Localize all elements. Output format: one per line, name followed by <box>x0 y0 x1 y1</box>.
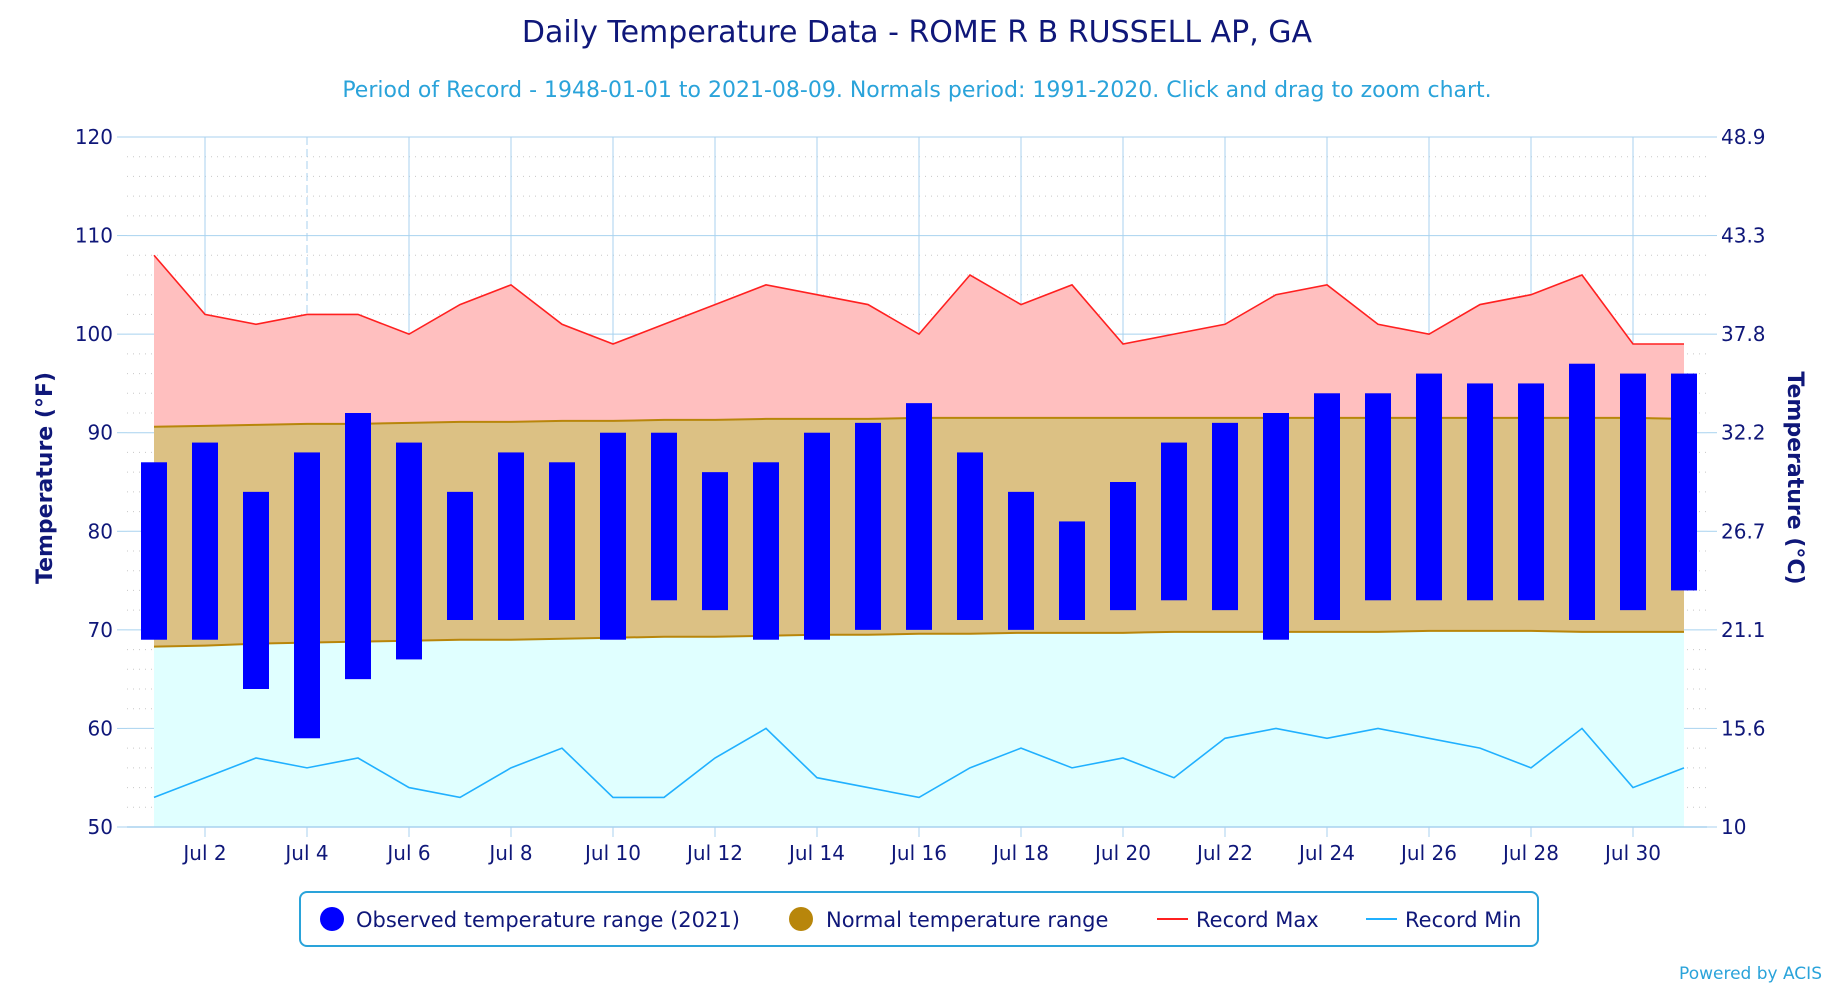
y-tick-label-left: 70 <box>88 618 113 642</box>
observed-bar[interactable] <box>1416 373 1442 601</box>
axes: 50 60 70 80 90 100 110 120 10 15.6 21.1 26.7 32.2 37.… <box>75 125 1766 865</box>
legend-record-min-label[interactable]: Record Min <box>1405 908 1522 932</box>
y-tick-label-left: 100 <box>75 322 113 346</box>
legend-record-max-label[interactable]: Record Max <box>1196 908 1319 932</box>
observed-bar[interactable] <box>957 452 983 620</box>
x-tick-label: Jul 8 <box>487 841 532 865</box>
observed-bar[interactable] <box>1314 393 1340 620</box>
x-tick-label: Jul 18 <box>991 841 1049 865</box>
x-tick-label: Jul 14 <box>787 841 845 865</box>
y-tick-label-left: 50 <box>88 815 113 839</box>
observed-bar[interactable] <box>600 432 626 640</box>
chart-subtitle: Period of Record - 1948-01-01 to 2021-08… <box>342 78 1491 103</box>
observed-bar[interactable] <box>906 403 932 630</box>
credit-link[interactable]: Powered by ACIS <box>1679 964 1822 984</box>
observed-bar[interactable] <box>141 462 167 640</box>
x-tick-label: Jul 2 <box>181 841 226 865</box>
y-tick-label-left: 60 <box>88 716 113 740</box>
observed-bar[interactable] <box>1263 413 1289 640</box>
observed-bar[interactable] <box>243 491 269 689</box>
y-tick-label-right: 15.6 <box>1721 716 1766 740</box>
observed-bar[interactable] <box>1569 363 1595 620</box>
observed-bar[interactable] <box>1620 373 1646 611</box>
y-axis-title-left: Temperature (°F) <box>33 372 58 584</box>
legend-observed-marker <box>320 907 344 931</box>
x-tick-label: Jul 26 <box>1399 841 1457 865</box>
y-tick-label-right: 43.3 <box>1721 224 1766 248</box>
observed-bar[interactable] <box>447 491 473 620</box>
legend[interactable]: Observed temperature range (2021) Normal… <box>299 891 1539 947</box>
x-tick-label: Jul 28 <box>1501 841 1559 865</box>
x-tick-label: Jul 22 <box>1195 841 1253 865</box>
legend-normal-label[interactable]: Normal temperature range <box>826 908 1108 932</box>
observed-bar[interactable] <box>804 432 830 640</box>
x-tick-label: Jul 30 <box>1603 841 1661 865</box>
legend-box <box>299 891 1539 947</box>
observed-bar[interactable] <box>345 413 371 680</box>
legend-observed-label[interactable]: Observed temperature range (2021) <box>356 908 740 932</box>
observed-bar[interactable] <box>651 432 677 601</box>
x-tick-label: Jul 12 <box>685 841 743 865</box>
chart-title: Daily Temperature Data - ROME R B RUSSEL… <box>522 15 1313 50</box>
x-tick-label: Jul 16 <box>889 841 947 865</box>
legend-normal-marker <box>789 907 813 931</box>
range-areas <box>153 254 1685 827</box>
y-tick-label-left: 120 <box>75 125 113 149</box>
y-tick-label-right: 21.1 <box>1721 618 1766 642</box>
y-tick-label-right: 26.7 <box>1721 519 1766 543</box>
observed-bar[interactable] <box>192 442 218 640</box>
y-tick-label-left: 90 <box>88 421 113 445</box>
observed-bar[interactable] <box>1671 373 1697 591</box>
y-tick-label-right: 48.9 <box>1721 125 1766 149</box>
record-max-line[interactable] <box>153 254 1684 345</box>
observed-bar[interactable] <box>1008 491 1034 630</box>
observed-bar[interactable] <box>498 452 524 620</box>
observed-bar[interactable] <box>702 472 728 611</box>
observed-bar[interactable] <box>294 452 320 739</box>
y-tick-label-right: 37.8 <box>1721 322 1766 346</box>
x-tick-label: Jul 6 <box>385 841 430 865</box>
observed-bar[interactable] <box>1365 393 1391 601</box>
record-max-area <box>154 255 1684 427</box>
y-tick-label-left: 110 <box>75 224 113 248</box>
x-tick-label: Jul 24 <box>1297 841 1355 865</box>
x-tick-label: Jul 10 <box>583 841 641 865</box>
y-axis-title-right: Temperature (°C) <box>1782 371 1807 584</box>
y-tick-label-right: 10 <box>1721 815 1746 839</box>
record-min-line[interactable] <box>153 727 1685 799</box>
y-tick-label-right: 32.2 <box>1721 421 1766 445</box>
observed-bar[interactable] <box>1212 422 1238 611</box>
observed-bar[interactable] <box>1518 383 1544 601</box>
observed-bar[interactable] <box>753 462 779 640</box>
record-min-area <box>154 630 1684 827</box>
observed-bar[interactable] <box>1467 383 1493 601</box>
y-tick-label-left: 80 <box>88 519 113 543</box>
observed-bars <box>141 363 1697 739</box>
observed-bar[interactable] <box>1161 442 1187 601</box>
observed-bar[interactable] <box>549 462 575 620</box>
x-tick-label: Jul 20 <box>1093 841 1151 865</box>
observed-bar[interactable] <box>855 422 881 630</box>
observed-bar[interactable] <box>1059 521 1085 620</box>
observed-bar[interactable] <box>396 442 422 660</box>
x-tick-label: Jul 4 <box>283 841 328 865</box>
observed-bar[interactable] <box>1110 482 1136 611</box>
